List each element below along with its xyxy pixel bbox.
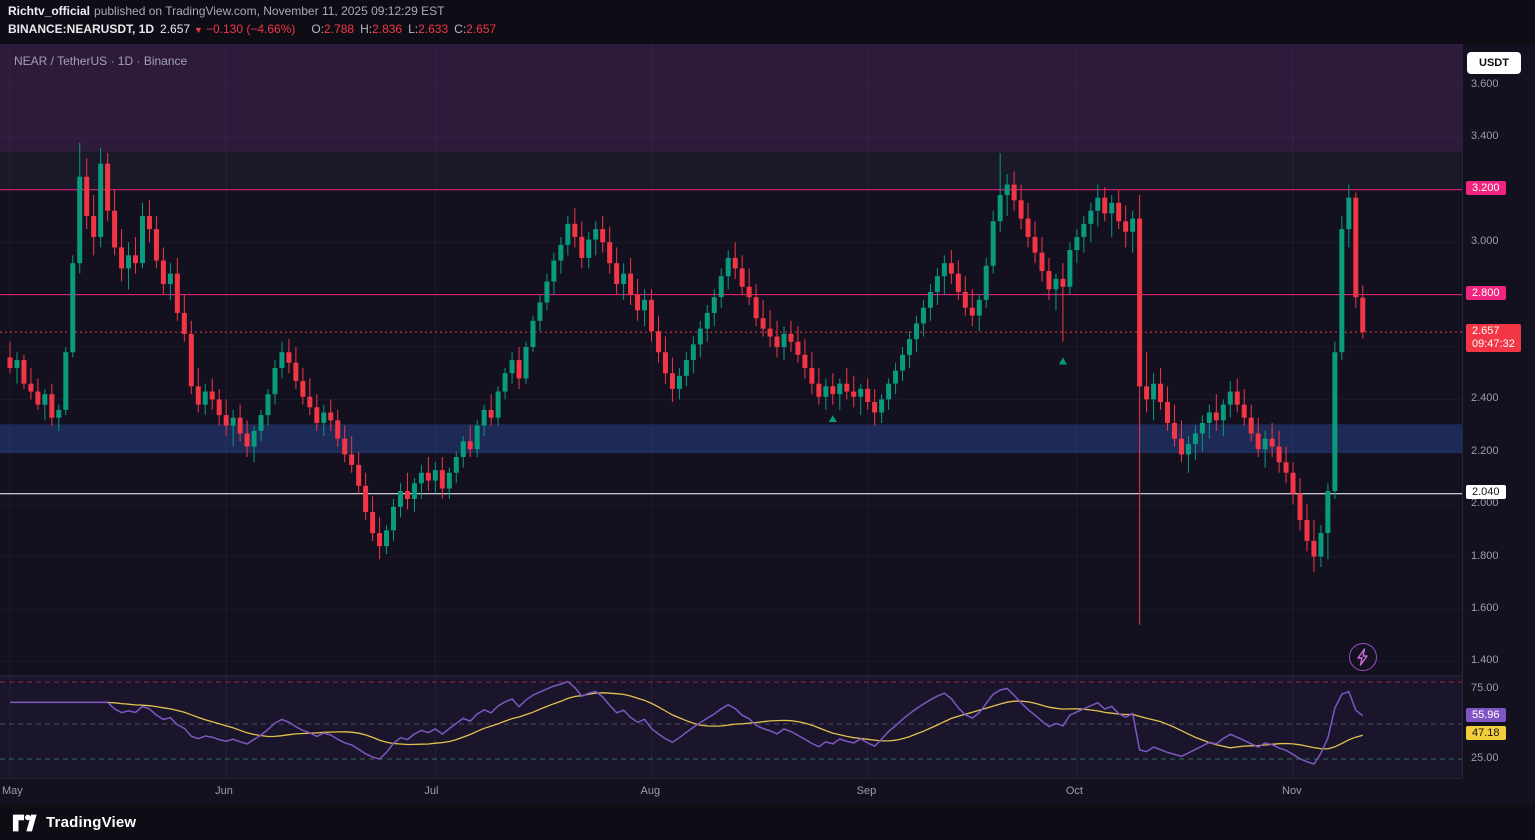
price-tick-label: 3.000 — [1471, 235, 1499, 248]
high-label: H: — [360, 22, 373, 36]
price-chart-canvas[interactable] — [0, 44, 1462, 778]
time-axis-label: Jun — [215, 785, 233, 797]
publish-line: Richtv_official published on TradingView.… — [8, 4, 1535, 19]
price-tick-label: 2.400 — [1471, 392, 1499, 405]
low-label: L: — [408, 22, 419, 36]
high-value: 2.836 — [372, 22, 403, 36]
time-axis-label: Oct — [1065, 785, 1083, 797]
open-value: 2.788 — [324, 22, 355, 36]
price-tick-label: 1.400 — [1471, 654, 1499, 667]
price-tick-label: 2.200 — [1471, 444, 1499, 457]
lightning-icon — [1357, 648, 1368, 666]
resistance-level-badge-2: 2.800 — [1466, 285, 1506, 300]
published-info: published on TradingView.com, November 1… — [94, 4, 445, 18]
publisher-name[interactable]: Richtv_official — [8, 4, 91, 18]
rsi-value-badge: 55.96 — [1466, 707, 1506, 722]
price-zones — [0, 44, 1462, 454]
signal-markers — [828, 357, 1067, 423]
tradingview-brand[interactable]: TradingView — [46, 814, 137, 831]
low-value: 2.633 — [418, 22, 449, 36]
resistance-level-badge: 3.200 — [1466, 180, 1506, 195]
chart-legend[interactable]: NEAR / TetherUS · 1D · Binance — [14, 54, 188, 68]
time-axis-label: Sep — [856, 785, 877, 797]
price-change: −0.130 (−4.66%) — [205, 22, 296, 36]
close-label: C: — [454, 22, 467, 36]
time-axis-label: Jul — [424, 785, 439, 797]
rsi-lines — [10, 680, 1364, 765]
symbol-line: BINANCE:NEARUSDT, 1D 2.657 ▼ −0.130 (−4.66%… — [8, 21, 1535, 38]
header: Richtv_official published on TradingView.… — [0, 0, 1535, 44]
candles — [7, 142, 1366, 625]
down-triangle-icon: ▼ — [194, 25, 203, 35]
last-price-badge: 2.657 09:47:32 — [1466, 324, 1521, 353]
price-axis[interactable]: USDT 3.600 3.400 3.000 2.400 2.200 2.000 1.800… — [1462, 44, 1535, 778]
currency-toggle-button[interactable]: USDT — [1467, 52, 1521, 74]
price-tick-label: 1.800 — [1471, 549, 1499, 562]
horizontal-levels — [0, 189, 1462, 495]
price-tick-label: 3.600 — [1471, 78, 1499, 90]
support-level-badge: 2.040 — [1466, 484, 1506, 499]
rsi-bands — [0, 681, 1462, 760]
last-price-value: 2.657 — [1472, 325, 1500, 338]
price-tick-label: 1.600 — [1471, 602, 1499, 614]
time-axis[interactable]: May Jun Jul Aug Sep Oct Nov — [0, 778, 1462, 805]
boost-button[interactable] — [1349, 643, 1377, 671]
rsi-pane-bg — [0, 676, 1462, 778]
rsi-upper-tick: 75.00 — [1471, 682, 1499, 694]
last-price: 2.657 — [160, 22, 191, 36]
bar-close-countdown: 09:47:32 — [1472, 338, 1515, 351]
footer-bar: TradingView — [0, 805, 1535, 840]
time-axis-label: Nov — [1282, 785, 1302, 797]
open-label: O: — [311, 22, 325, 36]
close-value: 2.657 — [466, 22, 497, 36]
price-tick-label: 2.000 — [1471, 497, 1499, 510]
chart-area: NEAR / TetherUS · 1D · Binance USDT 3.60… — [0, 44, 1535, 805]
tradingview-logo-icon[interactable] — [12, 813, 38, 833]
time-axis-label: May — [2, 785, 23, 797]
time-axis-label: Aug — [640, 785, 661, 797]
price-tick-label: 3.400 — [1471, 130, 1499, 143]
rsi-ma-value-badge: 47.18 — [1466, 725, 1506, 740]
symbol-title[interactable]: BINANCE:NEARUSDT, 1D — [8, 22, 155, 36]
rsi-lower-tick: 25.00 — [1471, 752, 1499, 764]
